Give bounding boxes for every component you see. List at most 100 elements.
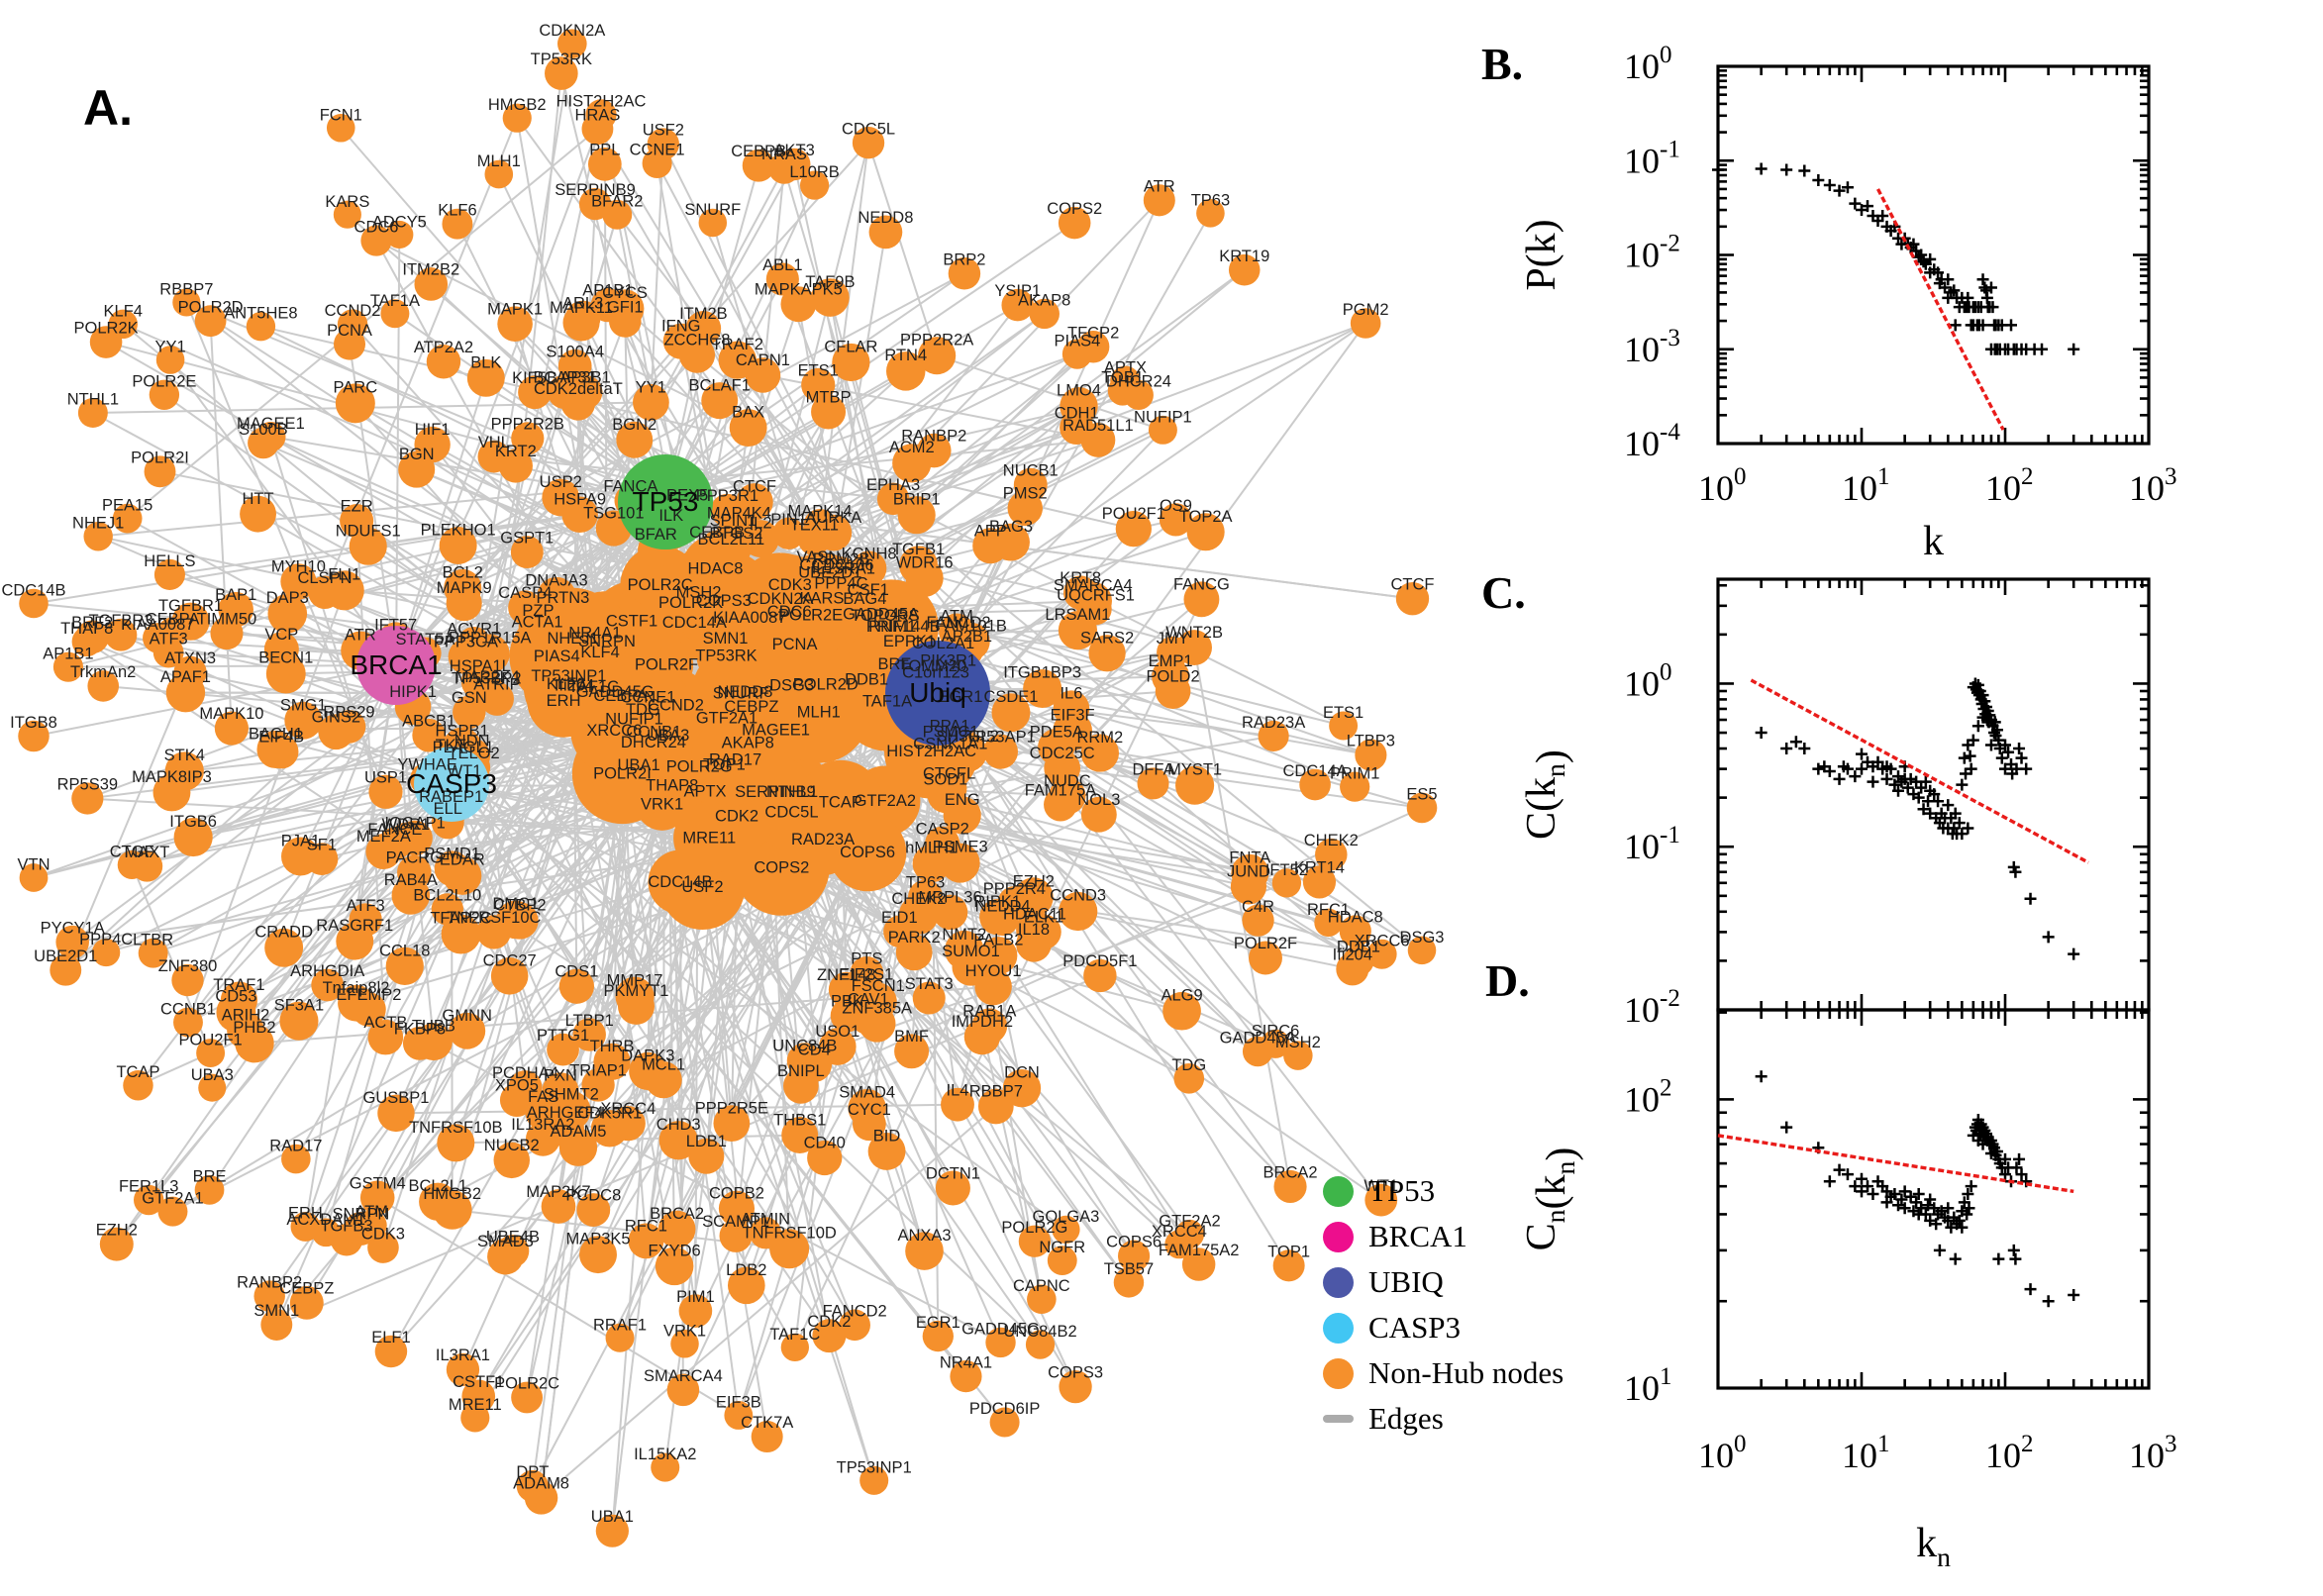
svg-text:EZH2: EZH2 [96,1221,138,1239]
svg-text:USO1: USO1 [815,1023,859,1041]
y-tick-labels: 102 101 [1624,1074,1672,1408]
svg-text:CDK3: CDK3 [361,1225,405,1243]
svg-text:KRT14: KRT14 [1294,859,1345,877]
panel-d-label: D. [1485,955,1530,1006]
svg-text:PCNA: PCNA [327,322,372,340]
svg-text:TRAF2: TRAF2 [712,336,763,353]
svg-text:PDE5A: PDE5A [1030,723,1083,741]
svg-text:ACTA1: ACTA1 [512,613,563,631]
svg-text:ETS1: ETS1 [798,361,839,379]
svg-text:WT1: WT1 [448,762,482,780]
svg-text:MSH2: MSH2 [676,584,722,602]
svg-text:CDC27: CDC27 [483,951,537,969]
svg-text:FANCD2: FANCD2 [927,614,991,632]
svg-text:POLR2F: POLR2F [635,656,698,674]
svg-text:MAPKAPK5: MAPKAPK5 [755,280,843,298]
svg-text:DMC1: DMC1 [492,895,539,913]
svg-text:LDB2: LDB2 [726,1261,766,1279]
svg-text:MAPK14: MAPK14 [788,502,853,520]
svg-text:HDAC11: HDAC11 [1003,905,1066,923]
svg-text:RAB1A: RAB1A [962,1002,1016,1020]
svg-text:GTF2A2: GTF2A2 [1159,1212,1220,1230]
svg-text:FSCN1: FSCN1 [852,977,905,995]
svg-text:GMNN: GMNN [443,1007,492,1025]
svg-text:BECN1: BECN1 [258,649,313,667]
svg-text:COPS2: COPS2 [754,858,809,876]
svg-text:PGM2: PGM2 [1343,301,1389,319]
svg-text:PIAS4: PIAS4 [534,648,580,665]
svg-text:ATF3: ATF3 [150,631,188,648]
svg-text:SCAMP1: SCAMP1 [702,1213,769,1231]
svg-text:CCNB1: CCNB1 [626,724,681,742]
node-swatch-icon [1323,1357,1354,1389]
svg-text:BID: BID [873,1128,901,1146]
svg-text:MTBP: MTBP [806,388,852,406]
svg-text:PPP1R15A: PPP1R15A [449,629,531,647]
svg-text:RASGRF1: RASGRF1 [316,917,393,935]
svg-text:TFCP2: TFCP2 [1067,324,1119,342]
svg-text:DSG3: DSG3 [1400,929,1445,947]
svg-text:MAGEE1: MAGEE1 [237,415,305,433]
svg-text:10-1: 10-1 [1624,822,1680,866]
svg-text:PPP3R1: PPP3R1 [696,487,758,505]
svg-text:Ifi204: Ifi204 [1333,947,1372,964]
svg-text:CHD3: CHD3 [656,1116,701,1134]
legend-item-label: BRCA1 [1368,1219,1467,1253]
svg-text:FXYD6: FXYD6 [649,1242,701,1259]
svg-text:PPL: PPL [589,142,620,159]
svg-text:NUFIP1: NUFIP1 [605,710,663,728]
hub-nodes [356,454,990,822]
svg-text:NUFIP1: NUFIP1 [1134,408,1192,426]
svg-text:POLR2E: POLR2E [132,372,196,390]
svg-text:DPT: DPT [516,1463,549,1481]
svg-text:CCL18: CCL18 [379,942,430,959]
svg-text:BGN: BGN [399,446,435,463]
svg-text:TNFRSF10B: TNFRSF10B [409,1119,502,1137]
svg-text:PARK2: PARK2 [888,929,941,947]
svg-text:UBA1: UBA1 [591,1508,634,1526]
svg-text:MAPK10: MAPK10 [199,705,263,723]
svg-text:Ubiq: Ubiq [909,677,966,708]
svg-text:DCN: DCN [1004,1064,1040,1082]
svg-text:hMLH1: hMLH1 [905,840,958,857]
svg-text:BNIPL: BNIPL [777,1062,825,1080]
svg-text:THAP8: THAP8 [60,620,113,638]
svg-text:KIF5B: KIF5B [512,369,557,387]
svg-text:10-3: 10-3 [1624,325,1680,369]
svg-text:ACM2: ACM2 [889,439,935,456]
svg-text:PPP2R2B: PPP2R2B [491,416,564,434]
svg-text:CCND2: CCND2 [648,697,704,715]
svg-text:ELK1: ELK1 [1024,909,1063,927]
svg-text:RTN4: RTN4 [884,347,927,364]
svg-text:LMO4: LMO4 [1057,382,1101,400]
svg-text:YY1: YY1 [636,378,666,396]
svg-text:FNTA: FNTA [1229,848,1270,866]
svg-text:MRPL36: MRPL36 [918,889,981,907]
svg-text:TP53INP1: TP53INP1 [837,1458,912,1476]
svg-text:CTK7A: CTK7A [741,1414,793,1432]
svg-text:COPS6: COPS6 [840,844,895,861]
svg-text:CDC5L: CDC5L [764,803,818,821]
svg-text:RAD23A: RAD23A [791,831,855,848]
svg-text:RIPK1: RIPK1 [973,893,1021,911]
svg-text:ZNF380: ZNF380 [158,957,218,975]
svg-text:ARIH2: ARIH2 [222,1006,270,1024]
svg-text:BRCA2: BRCA2 [1263,1163,1318,1181]
svg-text:TCAP: TCAP [819,794,862,812]
svg-text:SARS2: SARS2 [1080,630,1134,648]
plot-b: 100 101 102 103 100 10-1 10-2 10-3 10-4 k P(k) [1519,42,2177,564]
svg-text:MAP4K4: MAP4K4 [707,505,771,523]
svg-text:ITGB8: ITGB8 [10,714,57,732]
svg-text:TRAF1: TRAF1 [213,976,264,994]
svg-text:PALB2: PALB2 [973,932,1023,949]
svg-text:BMF: BMF [894,1028,929,1046]
svg-text:EZR: EZR [341,498,373,516]
svg-text:FCN1: FCN1 [320,106,362,124]
svg-text:SF3A1: SF3A1 [274,996,324,1014]
svg-text:BCAP31: BCAP31 [533,368,595,386]
svg-text:LTBP3: LTBP3 [1347,733,1395,750]
panel-c-label: C. [1481,567,1526,618]
svg-text:MSH2: MSH2 [1275,1034,1321,1051]
svg-text:TOP2A: TOP2A [1179,508,1233,526]
svg-text:EGR1: EGR1 [938,688,982,706]
